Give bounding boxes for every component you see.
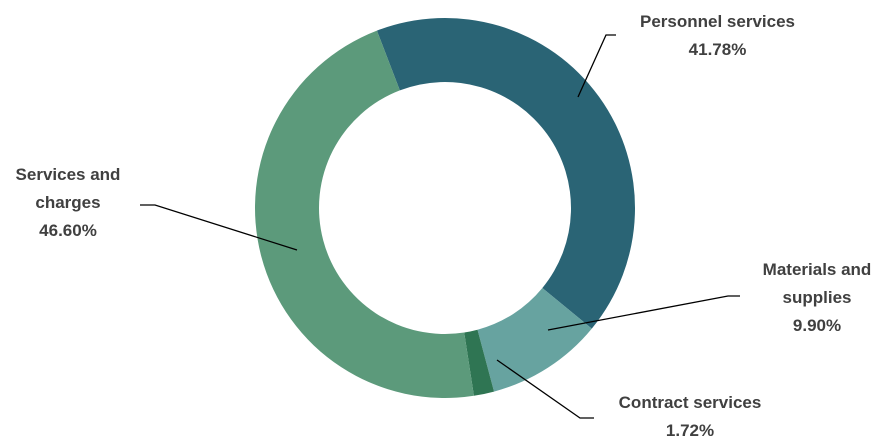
- slice-label: Services and charges 46.60%: [0, 161, 136, 245]
- slices: [254, 17, 636, 398]
- slice-label: Contract services 1.72%: [590, 389, 790, 442]
- value-label: 46.60%: [39, 221, 97, 240]
- category-label: Materials and supplies: [762, 260, 872, 307]
- category-label: Contract services: [618, 393, 762, 412]
- slice-label: Personnel services 41.78%: [610, 8, 825, 64]
- category-label: Personnel services: [640, 12, 795, 31]
- category-label: Services and charges: [15, 165, 121, 212]
- leader-line: [140, 204, 298, 251]
- slice-label: Materials and supplies 9.90%: [742, 256, 888, 340]
- leader-line: [496, 359, 594, 419]
- leader-line: [547, 295, 740, 331]
- leader-lines: [140, 34, 740, 419]
- value-label: 41.78%: [688, 40, 747, 59]
- value-label: 1.72%: [665, 421, 715, 440]
- slice: [254, 30, 474, 398]
- slice: [464, 329, 495, 396]
- value-label: 9.90%: [792, 316, 842, 335]
- leader-line: [577, 34, 616, 98]
- slice: [376, 17, 636, 329]
